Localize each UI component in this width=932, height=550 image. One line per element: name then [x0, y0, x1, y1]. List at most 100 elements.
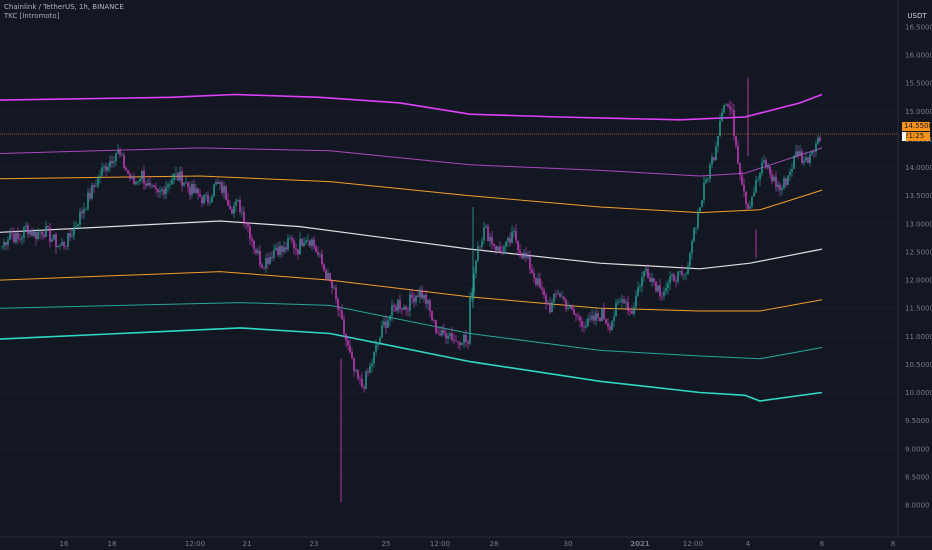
candle-body — [399, 300, 401, 309]
candle-body — [73, 226, 75, 236]
candle-body — [553, 294, 555, 303]
candle-body — [25, 225, 27, 228]
candle-body — [269, 256, 271, 264]
candle-body — [159, 190, 161, 193]
price-tick-label: 9.5000 — [905, 417, 930, 425]
candle-body — [591, 315, 593, 320]
candle-body — [707, 178, 709, 180]
candle-body — [727, 104, 729, 107]
candle-body — [331, 280, 333, 288]
candle-body — [259, 250, 261, 265]
candle-body — [713, 157, 715, 161]
candle-body — [573, 309, 575, 315]
candle-body — [303, 242, 305, 247]
indicator-label[interactable]: TKC [Intromoto] — [4, 12, 60, 20]
candle-body — [323, 264, 325, 271]
symbol-title[interactable]: Chainlink / TetherUS, 1h, BINANCE — [4, 3, 124, 11]
price-tick-label: 11.5000 — [905, 305, 932, 313]
candle-body — [619, 301, 621, 303]
candle-body — [367, 371, 369, 373]
candle-body — [783, 178, 785, 189]
candle-body — [209, 202, 211, 203]
candle-body — [205, 194, 207, 196]
candle-body — [29, 230, 31, 235]
candle-body — [733, 110, 735, 136]
candle-body — [319, 254, 321, 255]
candle-body — [57, 245, 59, 248]
candle-body — [769, 166, 771, 175]
candle-body — [137, 181, 139, 182]
candle-body — [197, 188, 199, 194]
candle-body — [239, 200, 241, 212]
candle-body — [361, 378, 363, 388]
time-axis[interactable]: 16 18 12:00 21 23 25 12:00 28 30 2021 12:00 4 6 8 — [60, 540, 896, 548]
candle-body — [213, 184, 215, 197]
candle-body — [749, 206, 751, 209]
candle-body — [283, 247, 285, 252]
candle-body — [635, 295, 637, 308]
candle-body — [347, 340, 349, 346]
candle-body — [755, 180, 757, 193]
time-tick-label: 12:00 — [430, 540, 450, 548]
candle-body — [279, 245, 281, 255]
candle-body — [163, 189, 165, 195]
currency-badge[interactable]: USDT — [907, 12, 927, 20]
price-tick-label: 12.5000 — [905, 248, 932, 256]
candle-body — [103, 166, 105, 168]
candle-body — [311, 239, 313, 246]
candle-body — [581, 321, 583, 327]
candle-body — [631, 310, 633, 314]
candle-body — [27, 225, 29, 235]
candle-body — [215, 182, 217, 185]
candle-body — [689, 253, 691, 267]
candle-body — [589, 318, 591, 320]
candle-body — [647, 268, 649, 278]
keltner-bands — [0, 93, 823, 402]
candle-body — [551, 302, 553, 313]
candle-body — [649, 277, 651, 282]
candle-body — [19, 239, 21, 240]
candle-body — [489, 237, 491, 242]
candle-body — [409, 294, 411, 311]
candle-body — [767, 166, 769, 168]
candle-body — [721, 112, 723, 121]
grid-lines — [0, 26, 898, 506]
candle-body — [671, 274, 673, 277]
candle-body — [529, 255, 531, 270]
candle-body — [625, 302, 627, 304]
candle-body — [425, 294, 427, 304]
candle-body — [621, 299, 623, 302]
candle-body — [335, 287, 337, 299]
candle-body — [423, 294, 425, 299]
price-tick-label: 10.0000 — [905, 389, 932, 397]
candle-body — [97, 176, 99, 187]
candle-body — [771, 174, 773, 182]
candle-body — [129, 173, 131, 179]
band-upper-mid — [0, 175, 823, 214]
candle-body — [523, 252, 525, 259]
candle-body — [353, 358, 355, 372]
candle-body — [75, 225, 77, 227]
candle-body — [317, 252, 319, 255]
candle-body — [271, 256, 273, 258]
candle-body — [575, 314, 577, 316]
candle-body — [537, 278, 539, 285]
candle-body — [3, 242, 5, 247]
time-tick-label: 2021 — [630, 540, 650, 548]
time-tick-label: 16 — [60, 540, 69, 548]
candle-body — [21, 237, 23, 240]
candle-body — [791, 168, 793, 172]
candle-body — [51, 239, 53, 242]
candle-body — [139, 178, 141, 182]
time-tick-label: 18 — [108, 540, 117, 548]
candle-body — [281, 245, 283, 252]
candle-body — [273, 249, 275, 258]
candle-body — [699, 207, 701, 212]
candle-body — [487, 226, 489, 242]
candle-body — [449, 333, 451, 336]
candle-body — [585, 325, 587, 328]
candle-body — [295, 248, 297, 250]
candle-body — [309, 240, 311, 246]
candle-body — [417, 295, 419, 298]
